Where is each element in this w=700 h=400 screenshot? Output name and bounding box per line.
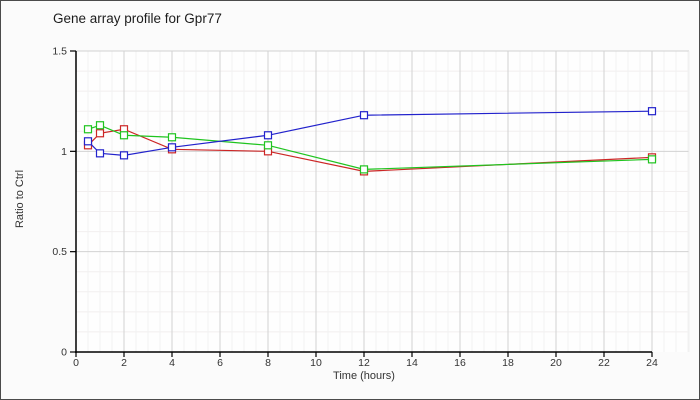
y-tick-label: 0.5 <box>52 246 67 258</box>
x-axis-label: Time (hours) <box>333 370 395 382</box>
green-series-marker <box>167 133 177 142</box>
chart-title: Gene array profile for Gpr77 <box>53 11 222 26</box>
x-tick-label: 12 <box>358 357 370 369</box>
x-tick-label: 10 <box>310 357 322 369</box>
x-tick-label: 2 <box>121 357 127 369</box>
blue-series-marker <box>95 149 105 158</box>
plot-background <box>76 51 689 352</box>
red-series-marker <box>95 129 105 138</box>
y-tick-label: 1 <box>61 146 67 158</box>
green-series-marker <box>647 155 657 164</box>
x-tick-label: 6 <box>217 357 223 369</box>
green-series-marker <box>359 165 369 174</box>
y-tick-label: 0 <box>61 347 67 359</box>
blue-series-marker <box>263 131 273 140</box>
blue-series-marker <box>359 111 369 120</box>
green-series-marker <box>119 131 129 140</box>
y-tick-label: 1.5 <box>52 45 67 57</box>
blue-series-marker <box>83 137 93 146</box>
x-tick-label: 8 <box>265 357 271 369</box>
blue-series-marker <box>119 151 129 160</box>
blue-series-marker <box>167 143 177 152</box>
x-tick-label: 14 <box>406 357 418 369</box>
blue-series-marker <box>647 107 657 116</box>
green-series-marker <box>83 125 93 134</box>
x-tick-label: 0 <box>73 357 79 369</box>
x-tick-label: 18 <box>502 357 514 369</box>
x-tick-label: 4 <box>169 357 175 369</box>
x-tick-label: 22 <box>598 357 610 369</box>
x-tick-label: 20 <box>550 357 562 369</box>
x-tick-label: 24 <box>646 357 658 369</box>
green-series-marker <box>263 141 273 150</box>
x-tick-label: 16 <box>454 357 466 369</box>
green-series-marker <box>95 121 105 130</box>
